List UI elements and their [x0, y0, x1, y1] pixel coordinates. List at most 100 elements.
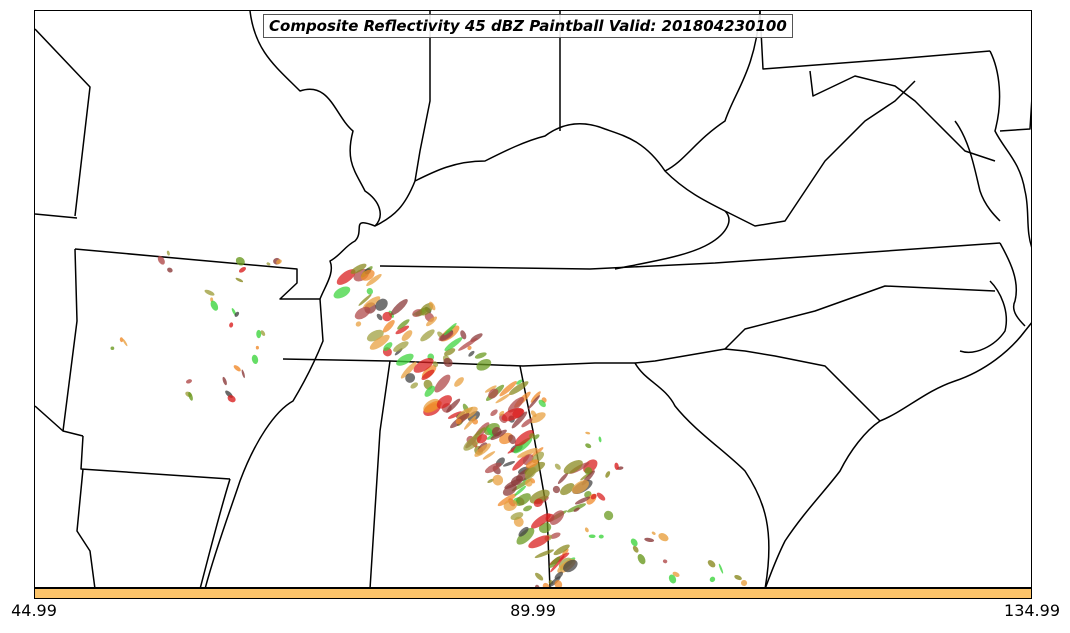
reflectivity-cell: [382, 311, 392, 322]
reflectivity-cell: [484, 462, 502, 474]
reflectivity-cell: [563, 559, 578, 573]
map-canvas: [35, 11, 1031, 587]
reflectivity-cell: [495, 393, 511, 404]
reflectivity-cell: [413, 357, 434, 373]
colorbar-tick-mid: 89.99: [510, 601, 556, 620]
reflectivity-cell: [531, 513, 551, 529]
reflectivity-cell: [229, 322, 234, 328]
map-frame: [34, 10, 1032, 588]
reflectivity-cell: [517, 447, 538, 458]
reflectivity-cell: [235, 256, 245, 266]
reflectivity-cell: [444, 348, 456, 356]
reflectivity-cell: [464, 415, 477, 430]
reflectivity-cell: [533, 498, 543, 508]
reflectivity-cell: [514, 429, 534, 446]
reflectivity-cell: [530, 391, 541, 403]
reflectivity-cell: [458, 337, 478, 351]
reflectivity-cell: [256, 329, 262, 339]
reflectivity-cell: [573, 507, 580, 512]
reflectivity-cell: [632, 545, 639, 553]
reflectivity-cell: [574, 496, 591, 505]
reflectivity-cell: [554, 463, 561, 470]
reflectivity-cell: [238, 266, 247, 273]
reflectivity-cell: [222, 376, 227, 386]
reflectivity-cell: [525, 479, 533, 487]
reflectivity-cell: [538, 522, 552, 534]
reflectivity-cell: [397, 319, 410, 330]
reflectivity-cell: [630, 538, 638, 547]
reflectivity-cell: [554, 580, 563, 587]
reflectivity-cell: [188, 391, 193, 401]
reflectivity-cell: [637, 553, 646, 565]
reflectivity-cell: [510, 512, 524, 521]
reflectivity-cell: [584, 527, 589, 533]
reflectivity-cell: [614, 462, 619, 470]
reflectivity-cell: [525, 459, 539, 469]
reflectivity-cell: [523, 505, 533, 512]
reflectivity-cell: [241, 369, 245, 379]
reflectivity-cell: [492, 474, 504, 486]
reflectivity-cell: [549, 556, 561, 568]
reflectivity-cell: [333, 286, 351, 299]
reflectivity-cell: [354, 306, 371, 320]
reflectivity-cell: [396, 353, 414, 366]
reflectivity-cell: [366, 273, 382, 287]
reflectivity-cell: [515, 493, 531, 506]
reflectivity-cell: [524, 466, 537, 480]
reflectivity-cell: [204, 289, 215, 296]
colorbar: [34, 588, 1032, 599]
reflectivity-cell: [590, 493, 597, 500]
reflectivity-cell: [260, 330, 266, 336]
reflectivity-cell: [672, 571, 680, 577]
reflectivity-cell: [393, 341, 409, 352]
reflectivity-cell: [421, 369, 435, 381]
reflectivity-cell: [497, 493, 517, 507]
reflectivity-cell: [122, 338, 128, 347]
reflectivity-cell: [157, 255, 165, 265]
reflectivity-cell: [518, 526, 529, 537]
reflectivity-cell: [668, 574, 677, 584]
reflectivity-cell: [529, 412, 546, 424]
reflectivity-cell: [446, 398, 461, 413]
reflectivity-cell: [550, 532, 561, 539]
reflectivity-cell: [658, 533, 669, 542]
reflectivity-cell: [549, 510, 565, 525]
reflectivity-cell: [438, 331, 454, 342]
reflectivity-cell: [516, 527, 535, 545]
reflectivity-cell: [476, 434, 488, 444]
reflectivity-cell: [166, 250, 170, 256]
reflectivity-cell: [533, 434, 540, 440]
reflectivity-cell: [227, 395, 236, 403]
reflectivity-cell: [482, 451, 496, 460]
reflectivity-cell: [486, 427, 494, 437]
reflectivity-cell: [412, 309, 423, 317]
reflectivity-cell: [529, 489, 550, 504]
reflectivity-cell: [521, 418, 533, 428]
reflectivity-cell: [405, 373, 416, 383]
reflectivity-cell: [266, 262, 271, 266]
reflectivity-cell: [488, 388, 499, 399]
reflectivity-cell: [550, 555, 565, 573]
reflectivity-cell: [255, 345, 259, 350]
reflectivity-cell: [516, 379, 523, 385]
reflectivity-cell: [511, 411, 528, 429]
reflectivity-cell: [513, 437, 533, 454]
reflectivity-cell: [472, 418, 479, 425]
state-borders: [35, 11, 1031, 587]
reflectivity-cell: [432, 361, 439, 367]
reflectivity-cell: [644, 537, 655, 543]
reflectivity-cell: [718, 563, 724, 574]
reflectivity-cell: [454, 377, 464, 387]
reflectivity-cell: [507, 397, 525, 413]
reflectivity-cell: [596, 492, 606, 501]
reflectivity-cell: [484, 385, 497, 393]
reflectivity-cell: [235, 277, 244, 283]
reflectivity-cell: [395, 325, 410, 335]
reflectivity-cell: [502, 484, 517, 496]
reflectivity-cell: [355, 321, 362, 327]
reflectivity-cell: [400, 361, 417, 379]
reflectivity-cell: [605, 471, 611, 478]
reflectivity-cell: [560, 483, 575, 496]
map-title: Composite Reflectivity 45 dBZ Paintball …: [263, 14, 793, 38]
reflectivity-cell: [503, 499, 518, 511]
